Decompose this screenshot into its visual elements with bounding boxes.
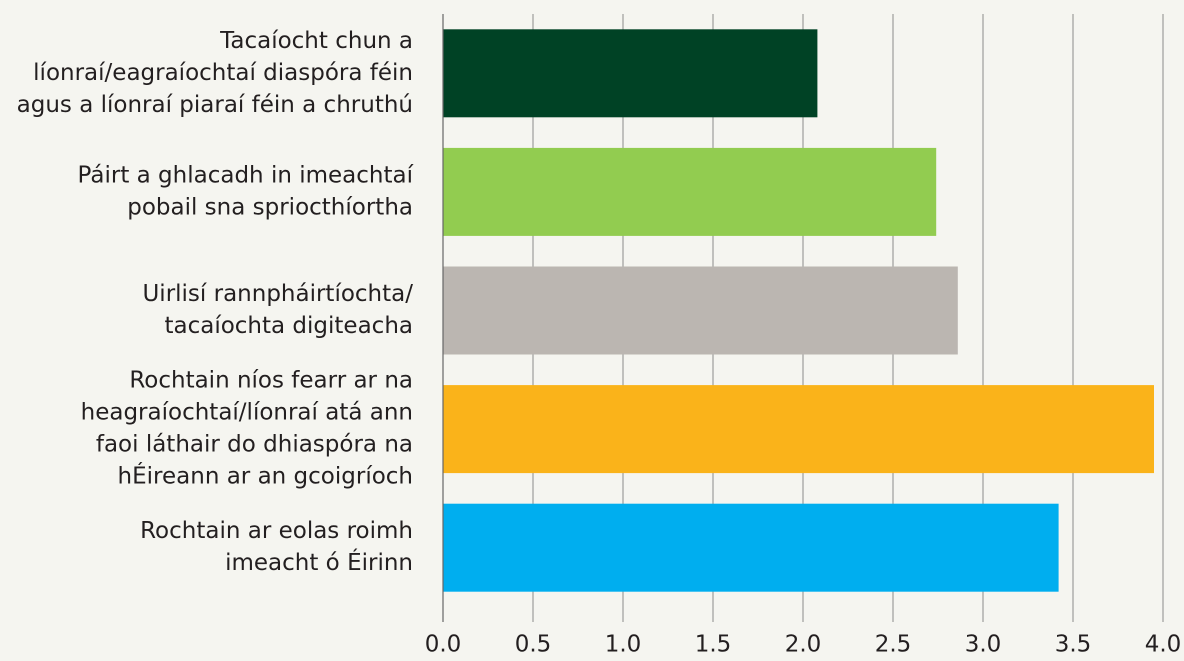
x-tick-label: 1.5 <box>695 632 732 658</box>
bar <box>443 29 818 118</box>
y-tick-label: Tacaíocht chun a <box>219 28 413 54</box>
y-tick-label: Páirt a ghlacadh in imeachtaí <box>78 162 414 188</box>
x-tick-label: 1.0 <box>605 632 642 658</box>
y-tick-label: líonraí/eagraíochtaí diaspóra féin <box>33 60 413 86</box>
x-tick-label: 2.5 <box>875 632 912 658</box>
y-tick-label: heagraíochtaí/líonraí atá ann <box>81 400 413 426</box>
x-tick-label: 2.0 <box>785 632 822 658</box>
x-tick-label: 3.5 <box>1055 632 1092 658</box>
y-tick-label: tacaíochta digiteacha <box>164 313 413 339</box>
y-tick-label: faoi láthair do dhiaspóra na <box>96 432 413 458</box>
y-tick-label: Rochtain níos fearr ar na <box>129 368 413 394</box>
bar <box>443 266 958 355</box>
y-tick-label: Rochtain ar eolas roimh <box>140 518 413 544</box>
x-tick-label: 3.0 <box>965 632 1002 658</box>
y-tick-label: hÉireann ar an gcoigríoch <box>118 462 413 490</box>
bar <box>443 385 1154 474</box>
x-tick-label: 0.0 <box>425 632 462 658</box>
bar <box>443 147 937 236</box>
bar <box>443 503 1059 592</box>
x-tick-label: 4.0 <box>1145 632 1182 658</box>
y-tick-label: agus a líonraí piaraí féin a chruthú <box>17 92 413 118</box>
y-tick-label: pobail sna spriocthíortha <box>127 194 413 220</box>
x-tick-label: 0.5 <box>515 632 552 658</box>
y-tick-label: imeacht ó Éirinn <box>225 548 413 576</box>
y-tick-label: Uirlisí rannpháirtíochta/ <box>142 281 413 307</box>
